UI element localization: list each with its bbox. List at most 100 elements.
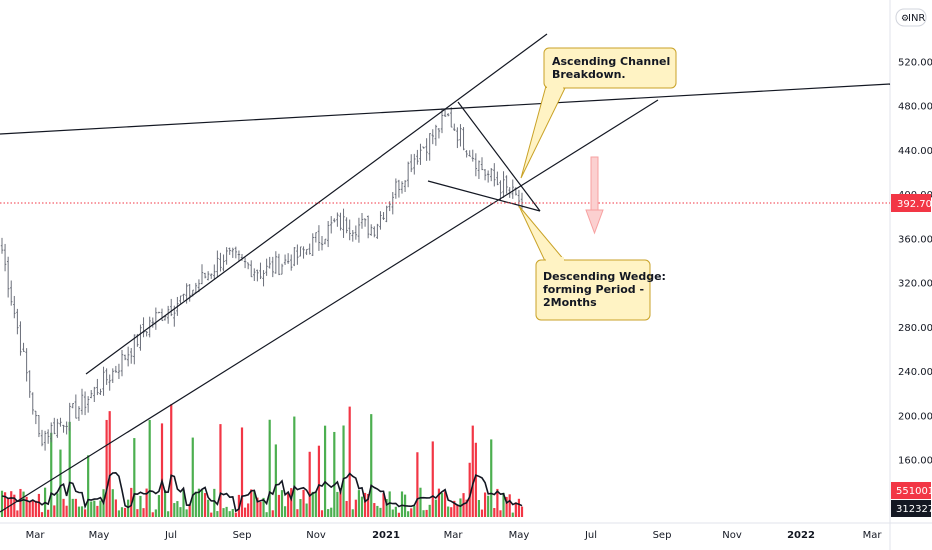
price-tick-label: 240.00 bbox=[898, 367, 932, 378]
candle bbox=[474, 153, 478, 177]
volume-bar bbox=[305, 503, 308, 517]
volume-bar bbox=[280, 490, 284, 517]
volume-bar bbox=[360, 496, 364, 517]
volume-bar bbox=[253, 491, 256, 517]
volume-bar bbox=[459, 498, 462, 517]
candle bbox=[65, 421, 68, 435]
candle bbox=[163, 315, 167, 321]
volume-bar bbox=[127, 499, 130, 517]
candle bbox=[206, 271, 210, 281]
volume-bar bbox=[3, 492, 7, 517]
candle bbox=[302, 246, 305, 259]
volume-bar bbox=[317, 445, 321, 517]
volume-bar bbox=[320, 510, 324, 517]
volume-bar bbox=[354, 499, 357, 517]
volume-bar bbox=[265, 512, 268, 517]
volume-bar bbox=[216, 511, 219, 517]
volume-bar bbox=[357, 490, 361, 517]
candle bbox=[354, 225, 358, 240]
candle bbox=[271, 256, 274, 278]
candle bbox=[102, 366, 105, 396]
volume-bar bbox=[163, 490, 167, 517]
candle bbox=[379, 211, 382, 230]
currency-label[interactable]: ⚙ INR bbox=[895, 8, 927, 27]
volume-bar bbox=[65, 505, 68, 517]
volume-bar bbox=[16, 510, 19, 517]
candle bbox=[179, 295, 182, 304]
volume-bar bbox=[323, 425, 327, 517]
volume-bar bbox=[471, 425, 474, 517]
volume-bar bbox=[68, 421, 71, 517]
volume-bar bbox=[154, 509, 157, 517]
channel-lower-line[interactable] bbox=[0, 99, 659, 513]
volume-bar bbox=[290, 488, 293, 517]
volume-bar bbox=[333, 431, 336, 517]
candle bbox=[34, 410, 38, 425]
candle bbox=[59, 417, 62, 427]
candle bbox=[431, 129, 434, 145]
candle bbox=[462, 127, 465, 151]
candle bbox=[80, 388, 84, 415]
candle bbox=[468, 150, 471, 157]
candle bbox=[228, 247, 231, 255]
candle bbox=[105, 368, 108, 385]
volume-bar bbox=[385, 499, 388, 517]
volume-bar bbox=[370, 414, 373, 517]
channel-upper-line[interactable] bbox=[85, 33, 548, 375]
volume-bar bbox=[210, 512, 213, 517]
candle bbox=[296, 244, 299, 265]
volume-bar bbox=[311, 491, 314, 517]
volume-bar bbox=[259, 501, 262, 517]
candle bbox=[22, 342, 25, 352]
candle bbox=[37, 415, 41, 438]
candle bbox=[314, 232, 318, 243]
volume-bar bbox=[179, 507, 182, 517]
volume-bar bbox=[302, 489, 305, 517]
candle bbox=[256, 269, 259, 282]
candle bbox=[490, 168, 493, 182]
candle bbox=[419, 143, 422, 165]
time-tick-label: May bbox=[509, 530, 530, 541]
volume-bar bbox=[256, 497, 259, 517]
volume-bar bbox=[431, 441, 434, 517]
candle bbox=[440, 108, 444, 134]
volume-bar bbox=[268, 419, 271, 517]
candle bbox=[62, 424, 65, 433]
candle bbox=[434, 124, 438, 146]
candle bbox=[250, 260, 253, 278]
candle bbox=[157, 311, 161, 314]
candle bbox=[422, 146, 425, 149]
volume-bar bbox=[0, 490, 4, 517]
volume-value-average: 312327 bbox=[896, 504, 932, 515]
callout-ascending-channel[interactable]: Ascending Channel Breakdown. bbox=[520, 47, 677, 179]
candle bbox=[268, 256, 271, 269]
volume-bar bbox=[394, 506, 397, 517]
wedge-upper-line[interactable] bbox=[457, 101, 541, 212]
callout-descending-wedge[interactable]: Descending Wedge: forming Period - 2Mont… bbox=[518, 205, 666, 321]
volume-bar bbox=[293, 416, 296, 517]
volume-bar bbox=[493, 508, 496, 517]
volume-bar bbox=[80, 506, 84, 517]
candle bbox=[450, 107, 453, 128]
time-axis[interactable]: Mar May Jul Sep Nov 2021 Mar May Jul Sep Nov 2022 Ma… bbox=[26, 530, 883, 541]
volume-bar bbox=[437, 488, 441, 517]
candle bbox=[323, 238, 327, 245]
volume-bar bbox=[511, 512, 514, 517]
candle bbox=[348, 219, 351, 241]
candle bbox=[56, 418, 59, 438]
wedge-lower-line[interactable] bbox=[427, 180, 541, 212]
candle bbox=[394, 178, 398, 199]
candle bbox=[28, 370, 31, 398]
volume-bar bbox=[176, 501, 179, 517]
volume-bar bbox=[34, 500, 37, 517]
gear-icon[interactable]: ⚙ bbox=[901, 14, 909, 24]
candle bbox=[10, 280, 13, 306]
volume-bar bbox=[160, 423, 164, 517]
candle bbox=[216, 250, 219, 278]
time-tick-label: Jul bbox=[164, 530, 177, 541]
candle bbox=[68, 402, 71, 431]
volume-bar bbox=[222, 508, 225, 517]
volume-bar bbox=[56, 493, 59, 517]
volume-bar bbox=[145, 488, 148, 517]
